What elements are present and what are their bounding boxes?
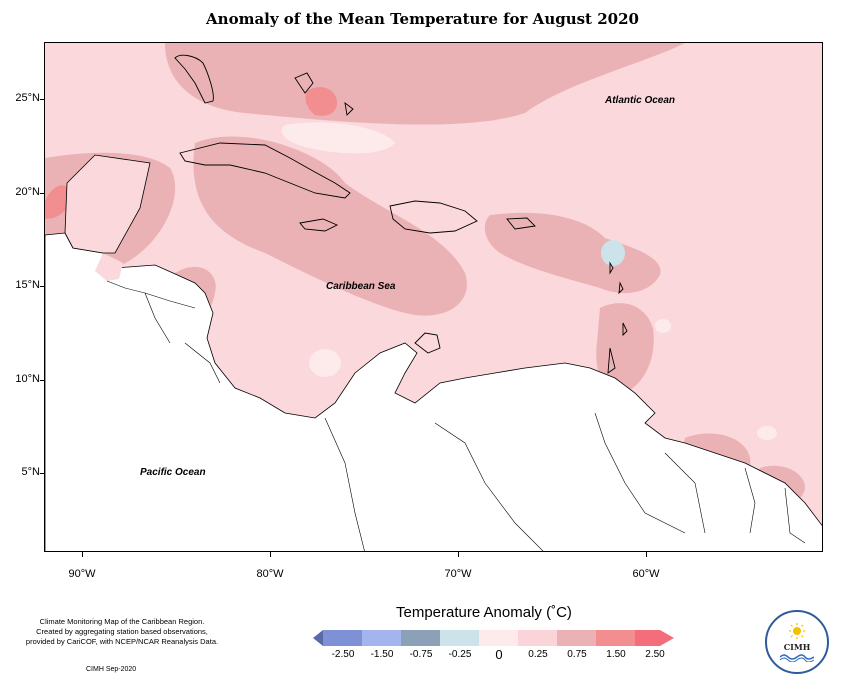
lon-tick-label: 60°W: [632, 568, 660, 580]
legend-swatch: [518, 630, 557, 646]
legend-tick-label: 1.50: [606, 649, 626, 660]
legend-tick-label: -2.50: [331, 649, 355, 660]
legend-tick-label: 0.25: [528, 649, 548, 660]
legend-tick-label: 2.50: [645, 649, 665, 660]
legend-tick-label: -0.75: [409, 649, 433, 660]
logo-text: CIMH: [783, 642, 811, 652]
description-line: Created by aggregating station based obs…: [36, 627, 208, 636]
island-outlines: [174, 54, 628, 374]
anomaly-neutral-zones: [281, 122, 777, 440]
cimh-logo: CIMH: [765, 610, 829, 674]
lon-tick-mark: [458, 552, 459, 557]
legend-colorbar: [313, 630, 674, 646]
lon-tick-label: 70°W: [444, 568, 472, 580]
lon-tick-mark: [646, 552, 647, 557]
lat-tick-mark: [40, 193, 44, 194]
legend-tick-label: 0.75: [567, 649, 587, 660]
lat-tick-label: 5°N: [21, 466, 40, 478]
legend-title: Temperature Anomaly (˚C): [396, 604, 572, 621]
caribbean-sea-label: Caribbean Sea: [326, 281, 396, 292]
legend-swatch: [323, 630, 362, 646]
lon-tick-mark: [82, 552, 83, 557]
legend-tick-label: 0: [495, 647, 503, 662]
lat-tick-label: 20°N: [15, 186, 40, 198]
legend-swatch: [440, 630, 479, 646]
sun-icon: [789, 623, 805, 639]
lon-tick-label: 80°W: [256, 568, 284, 580]
pacific-ocean-label: Pacific Ocean: [140, 467, 206, 478]
legend-swatch: [557, 630, 596, 646]
lon-tick-label: 90°W: [68, 568, 96, 580]
lon-tick-mark: [270, 552, 271, 557]
legend-tick-label: -1.50: [370, 649, 394, 660]
legend-swatch: [479, 630, 518, 646]
map-title: Anomaly of the Mean Temperature for Augu…: [206, 10, 639, 28]
legend-tick-label: -0.25: [448, 649, 472, 660]
lat-tick-label: 10°N: [15, 373, 40, 385]
atlantic-ocean-label: Atlantic Ocean: [605, 95, 676, 106]
description-line: provided by CariCOF, with NCEP/NCAR Rean…: [25, 637, 219, 646]
legend-swatch: [635, 630, 674, 646]
description-line: Climate Monitoring Map of the Caribbean …: [39, 617, 205, 626]
wave-icon: [780, 654, 814, 662]
legend-swatch: [362, 630, 401, 646]
map-description: Climate Monitoring Map of the Caribbean …: [22, 617, 222, 647]
lat-tick-label: 25°N: [15, 92, 40, 104]
land-masses: [45, 154, 822, 551]
lat-tick-mark: [40, 473, 44, 474]
map-canvas: [45, 43, 822, 551]
country-borders: [106, 280, 806, 551]
legend-swatch: [596, 630, 635, 646]
lat-tick-mark: [40, 286, 44, 287]
anomaly-hot-zones: [45, 87, 338, 219]
legend-swatch: [313, 630, 323, 646]
map-credit: CIMH Sep-2020: [86, 666, 137, 673]
map-panel: Atlantic Ocean Caribbean Sea Pacific Oce…: [44, 42, 823, 552]
lat-tick-label: 15°N: [15, 279, 40, 291]
legend-swatch: [401, 630, 440, 646]
lat-tick-mark: [40, 380, 44, 381]
lat-tick-mark: [40, 99, 44, 100]
